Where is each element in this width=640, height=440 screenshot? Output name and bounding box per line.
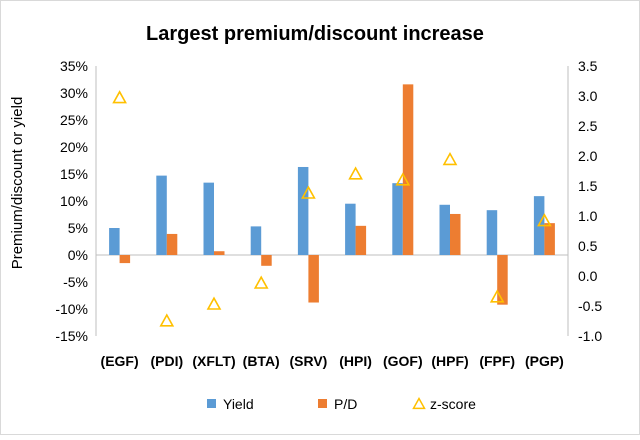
yield-bar [297,166,309,255]
pd-bar [355,225,367,255]
category-label: (HPI) [339,353,372,369]
yield-bar [250,226,262,255]
z-score-marker [206,296,222,310]
category-label: (PDI) [150,353,183,369]
legend-swatch-zscore [412,396,426,410]
pd-bar [308,255,319,303]
pd-bar [497,255,508,305]
chart-title: Largest premium/discount increase [146,23,484,45]
z-score-marker [112,90,127,104]
legend: Yield P/D z-score [207,396,476,412]
pd-bar [261,255,272,266]
pd-bar [166,233,178,255]
z-score-marker [395,172,411,186]
legend-swatch-yield [207,399,216,408]
pd-bar [450,213,461,255]
right-tick-label: 1.5 [578,178,598,194]
left-tick-label: 15% [60,166,88,182]
category-label: (HPF) [431,353,468,369]
z-score-marker [348,166,363,180]
left-tick-label: 30% [60,85,88,101]
right-tick-label: 3.0 [578,88,598,104]
category-label: (GOF) [383,353,423,369]
right-tick-label: 0.5 [578,238,598,254]
pd-bar [214,251,225,255]
yield-bar [203,182,214,255]
plot-area: 35% 30% 25% 20% 15% 10% 5% 0% -5% -10% -15% 3.5 3.0 2… [55,58,602,369]
left-tick-label: 35% [60,58,88,74]
left-tick-label: -10% [55,301,88,317]
z-score-marker [537,213,552,227]
category-label: (FPF) [479,353,515,369]
right-tick-label: 1.0 [578,208,598,224]
category-label: (EGF) [101,353,139,369]
z-score-marker [489,289,505,303]
right-tick-label: 0.0 [578,268,598,284]
pd-bar [119,255,131,264]
left-tick-label: 0% [68,247,88,263]
category-label: (XFLT) [192,353,235,369]
yield-bar [345,203,356,255]
left-tick-label: 25% [60,112,88,128]
left-tick-label: 5% [68,220,88,236]
z-score-marker [442,151,458,166]
pd-bar [402,84,414,255]
left-tick-label: 10% [60,193,88,209]
z-score-marker [159,313,175,327]
yield-bar [486,210,498,255]
yield-bar [439,204,450,255]
z-score-marker [253,275,269,289]
right-tick-label: -0.5 [578,298,602,314]
right-tick-label: 2.0 [578,148,598,164]
yield-bar [109,228,120,255]
right-tick-label: -1.0 [578,328,602,344]
yield-bar [392,183,403,255]
z-score-marker [301,185,316,199]
yield-bar [156,175,167,255]
pd-bar [544,223,555,255]
right-tick-label: 2.5 [578,118,598,134]
left-tick-label: -15% [55,328,88,344]
legend-swatch-pd [318,399,327,408]
category-label: (BTA) [243,353,280,369]
right-tick-label: 3.5 [578,58,598,74]
category-label: (SRV) [289,353,327,369]
left-tick-label: 20% [60,139,88,155]
category-label: (PGP) [525,353,564,369]
legend-label: P/D [334,396,357,412]
legend-label: z-score [430,396,476,412]
legend-label: Yield [223,396,254,412]
left-tick-label: -5% [63,274,88,290]
y-axis-title: Premium/discount or yield [9,97,26,270]
